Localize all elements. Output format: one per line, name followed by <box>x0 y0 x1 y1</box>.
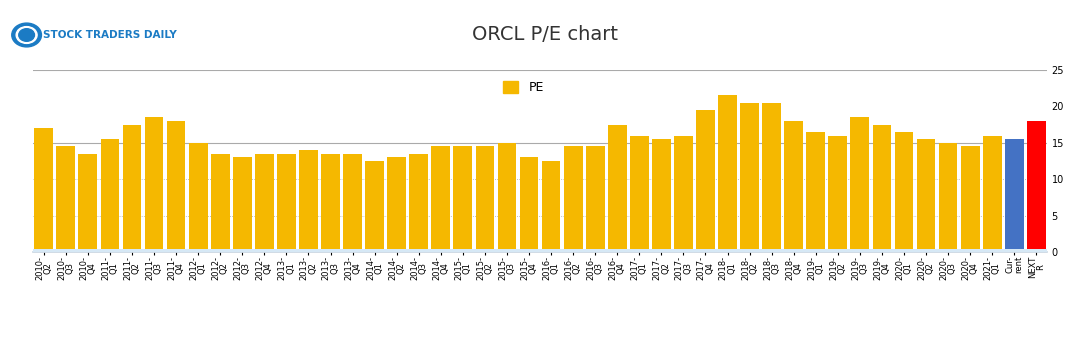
Bar <box>718 96 736 252</box>
Bar <box>167 121 185 252</box>
Bar <box>409 154 428 252</box>
Bar <box>1005 139 1023 252</box>
Bar <box>79 154 97 252</box>
Bar <box>674 135 693 252</box>
Bar <box>454 146 472 252</box>
Bar <box>476 146 494 252</box>
Bar <box>122 125 142 252</box>
Bar <box>277 154 296 252</box>
Bar <box>1027 121 1045 252</box>
Text: STOCK TRADERS DAILY: STOCK TRADERS DAILY <box>44 30 177 40</box>
Bar <box>806 132 825 252</box>
Bar <box>35 128 53 252</box>
Bar <box>916 139 935 252</box>
Bar <box>851 117 870 252</box>
Bar <box>321 154 340 252</box>
Text: ORCL P/E chart: ORCL P/E chart <box>472 25 619 43</box>
Bar <box>740 103 759 252</box>
Bar <box>211 154 229 252</box>
Bar <box>431 146 451 252</box>
Bar <box>630 135 649 252</box>
Bar <box>497 143 516 252</box>
Bar <box>983 135 1002 252</box>
Bar <box>189 143 207 252</box>
Bar <box>387 158 406 252</box>
Bar <box>895 132 913 252</box>
Circle shape <box>16 27 37 43</box>
Bar <box>232 158 252 252</box>
Bar <box>344 154 362 252</box>
Bar <box>33 249 1047 252</box>
Bar <box>586 146 604 252</box>
Circle shape <box>12 23 41 47</box>
Bar <box>652 139 671 252</box>
Bar <box>365 161 384 252</box>
Circle shape <box>19 29 35 41</box>
Bar <box>564 146 583 252</box>
Bar <box>784 121 803 252</box>
Bar <box>763 103 781 252</box>
Bar <box>255 154 274 252</box>
Bar <box>696 110 715 252</box>
Bar <box>299 150 317 252</box>
Bar <box>100 139 119 252</box>
Legend: PE: PE <box>499 76 549 99</box>
Bar <box>542 161 561 252</box>
Bar <box>519 158 538 252</box>
Bar <box>828 135 848 252</box>
Bar <box>608 125 626 252</box>
Bar <box>145 117 164 252</box>
Bar <box>961 146 980 252</box>
Bar <box>873 125 891 252</box>
Bar <box>57 146 75 252</box>
Bar <box>938 143 958 252</box>
